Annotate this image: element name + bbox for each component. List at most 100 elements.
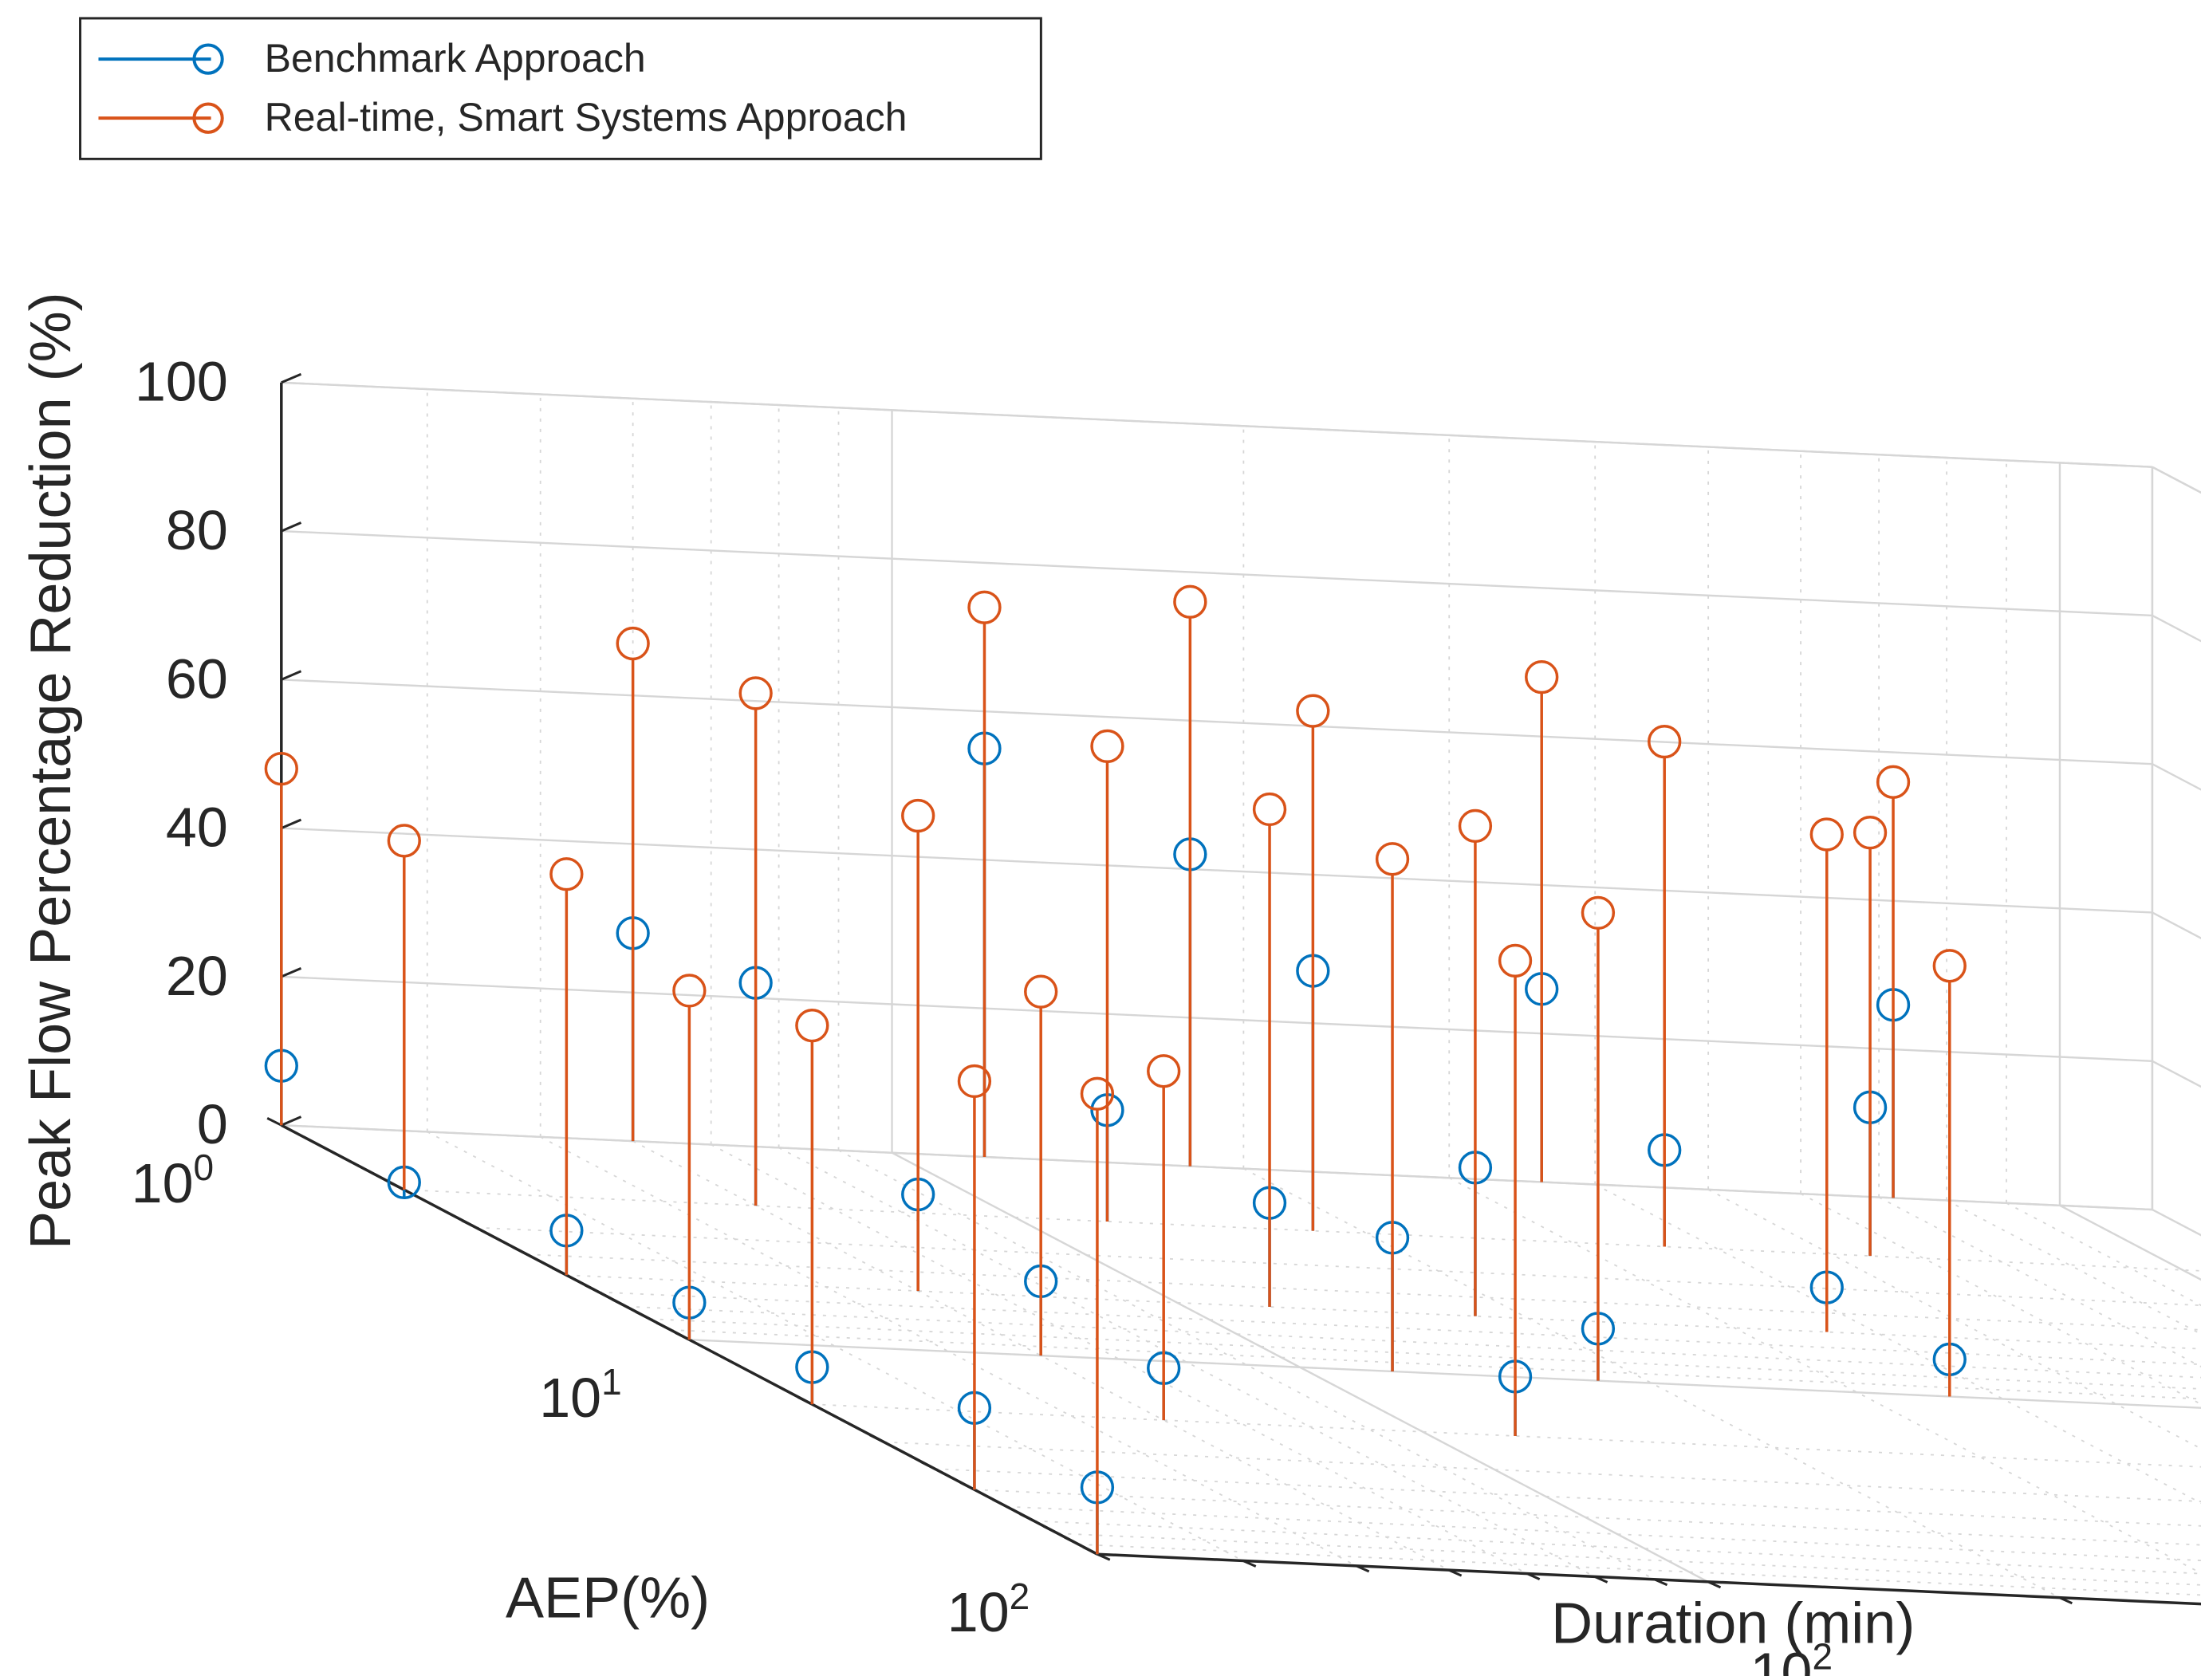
floor-grid-line-minor bbox=[632, 1140, 1450, 1571]
floor-grid-line bbox=[2059, 1204, 2201, 1281]
z-tick-label: 40 bbox=[166, 797, 228, 859]
x-tick bbox=[635, 1310, 651, 1320]
x-tick bbox=[1019, 1513, 1035, 1522]
marker-smart bbox=[1024, 974, 1058, 1009]
floor-grid-line-minor bbox=[884, 1441, 2201, 1502]
floor-grid-line-minor bbox=[1006, 1505, 2201, 1562]
y-axis-line bbox=[1097, 1552, 2201, 1606]
floor-grid-line-minor bbox=[1078, 1544, 2201, 1596]
floor-grid-line-minor bbox=[974, 1489, 2201, 1546]
floor-grid-line-minor bbox=[711, 1143, 1528, 1575]
legend-marker-smart bbox=[192, 102, 224, 134]
back-walls bbox=[280, 381, 2201, 1237]
floor-grid-line-minor bbox=[526, 1253, 2201, 1331]
floor-grid-line-minor bbox=[1034, 1520, 2201, 1575]
floor-grid-line-minor bbox=[1594, 1183, 2201, 1505]
floor-grid-line-minor bbox=[838, 1149, 1656, 1580]
box-edge bbox=[2152, 466, 2201, 494]
z-tick bbox=[281, 521, 302, 533]
x-axis-title: AEP(%) bbox=[506, 1567, 710, 1631]
z-tick bbox=[281, 818, 302, 830]
x-tick-label: 101 bbox=[539, 1361, 621, 1429]
floor-grid-line-minor bbox=[935, 1468, 2201, 1527]
marker-smart bbox=[1809, 817, 1844, 852]
grid-line bbox=[281, 679, 2152, 765]
x-tick bbox=[869, 1434, 885, 1443]
z-tick-label: 60 bbox=[166, 647, 228, 710]
grid-line bbox=[281, 827, 2152, 914]
floor-grid-line-minor bbox=[778, 1147, 1596, 1578]
marker-smart bbox=[957, 1064, 992, 1099]
z-tick-label: 0 bbox=[197, 1093, 228, 1155]
axes bbox=[266, 372, 2201, 1606]
marker-smart bbox=[738, 676, 773, 710]
marker-smart bbox=[1090, 729, 1124, 764]
floor-grid-line-minor bbox=[598, 1291, 2201, 1366]
marker-smart bbox=[672, 974, 707, 1008]
marker-smart bbox=[549, 857, 584, 891]
y-axis-title: Duration (min) bbox=[1551, 1591, 1915, 1655]
legend-box bbox=[79, 17, 1042, 160]
floor-grid-line-minor bbox=[566, 1274, 2201, 1350]
x-tick bbox=[461, 1219, 477, 1229]
marker-smart bbox=[1080, 1076, 1115, 1111]
legend-label-benchmark: Benchmark Approach bbox=[265, 36, 646, 81]
marker-smart bbox=[1375, 842, 1410, 876]
x-tick bbox=[611, 1298, 627, 1308]
y-tick-label: 102 bbox=[1750, 1635, 1833, 1676]
z-tick bbox=[281, 966, 302, 978]
z-tick-label: 20 bbox=[166, 945, 228, 1007]
floor-grid-line-minor bbox=[540, 1136, 1357, 1567]
floor-grid-line-minor bbox=[427, 1131, 1244, 1562]
marker-smart bbox=[1173, 584, 1207, 619]
marker-smart bbox=[1147, 1054, 1181, 1088]
x-tick bbox=[512, 1245, 528, 1256]
floor-grid-line bbox=[689, 1339, 2201, 1409]
x-tick bbox=[1043, 1525, 1059, 1535]
x-tick bbox=[959, 1481, 975, 1491]
marker-smart bbox=[1581, 895, 1616, 930]
marker-smart bbox=[1252, 792, 1287, 827]
marker-smart bbox=[1876, 765, 1911, 799]
grid-line bbox=[281, 529, 2152, 617]
stems bbox=[264, 584, 1967, 1555]
floor-grid-line-minor bbox=[1242, 1167, 2060, 1599]
y-tick bbox=[1594, 1575, 1608, 1584]
x-tick bbox=[1064, 1536, 1080, 1546]
legend: Benchmark Approach Real-time, Smart Syst… bbox=[79, 17, 1042, 160]
box-edge bbox=[281, 381, 2152, 468]
x-tick-label: 100 bbox=[132, 1147, 214, 1214]
marker-smart bbox=[795, 1009, 829, 1043]
z-tick bbox=[281, 1115, 302, 1127]
marker-smart bbox=[1853, 816, 1888, 850]
z-tick bbox=[281, 670, 302, 681]
y-tick bbox=[1448, 1568, 1463, 1577]
x-tick bbox=[675, 1332, 691, 1341]
y-tick bbox=[1707, 1580, 1722, 1589]
y-tick bbox=[1526, 1572, 1541, 1580]
x-tick bbox=[797, 1396, 813, 1406]
marker-smart bbox=[967, 590, 1002, 624]
floor-grid-line-minor bbox=[626, 1305, 2201, 1379]
marker-smart bbox=[1498, 943, 1533, 978]
grid-line bbox=[2152, 1208, 2201, 1237]
floor-grid-line-minor bbox=[1448, 1177, 2201, 1575]
floor-grid-line-minor bbox=[812, 1403, 2201, 1468]
y-tick bbox=[2058, 1596, 2073, 1605]
grid-line bbox=[2152, 614, 2201, 643]
x-tick bbox=[552, 1267, 568, 1277]
x-tick bbox=[992, 1498, 1008, 1508]
grid-line bbox=[2152, 763, 2201, 791]
marker-smart bbox=[264, 751, 298, 786]
marker-smart bbox=[387, 824, 421, 858]
grid-line bbox=[2152, 466, 2201, 494]
grid-line bbox=[281, 975, 2152, 1062]
floor-grid-line-minor bbox=[2006, 1202, 2201, 1307]
floor-grid-line bbox=[891, 1151, 1709, 1583]
marker-smart bbox=[1932, 949, 1967, 983]
floor-grid-line-minor bbox=[1057, 1532, 2201, 1586]
marker-smart bbox=[901, 798, 935, 833]
x-tick bbox=[266, 1117, 282, 1127]
